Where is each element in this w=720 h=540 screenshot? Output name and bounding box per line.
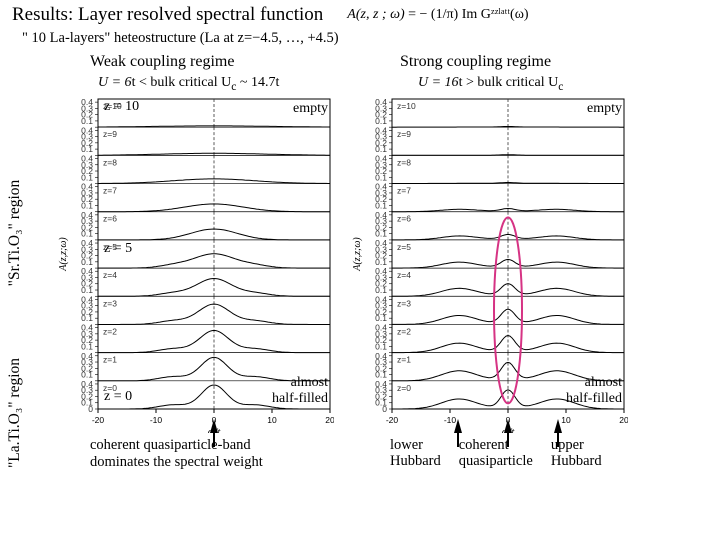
svg-text:0.4: 0.4	[81, 322, 93, 332]
svg-text:0.4: 0.4	[375, 238, 387, 248]
arrow-strong-lower	[454, 419, 462, 433]
svg-text:0.4: 0.4	[375, 153, 387, 163]
svg-text:0.4: 0.4	[81, 153, 93, 163]
svg-text:0.4: 0.4	[375, 210, 387, 220]
region-labels: "Sr.Ti.O₃" region "La.Ti.O₃" region	[0, 93, 54, 433]
arrow-strong-lower-stem	[457, 433, 459, 447]
svg-text:0.4: 0.4	[81, 238, 93, 248]
u-weak-label: U = 6t < bulk critical Uc ~ 14.7t	[98, 75, 388, 93]
arrow-weak-center	[210, 419, 218, 433]
svg-text:0.4: 0.4	[81, 97, 93, 107]
page-title: Results: Layer resolved spectral functio…	[12, 4, 323, 26]
svg-text:0.4: 0.4	[375, 266, 387, 276]
svg-text:0.4: 0.4	[81, 351, 93, 361]
svg-text:z=1: z=1	[103, 354, 117, 364]
arrow-strong-mid-stem	[507, 433, 509, 447]
svg-text:0.4: 0.4	[375, 322, 387, 332]
svg-text:z=10: z=10	[397, 101, 416, 111]
svg-text:10: 10	[267, 415, 277, 425]
regime-weak-label: Weak coupling regime	[90, 53, 380, 71]
svg-text:0.4: 0.4	[81, 266, 93, 276]
svg-text:0.4: 0.4	[375, 351, 387, 361]
svg-text:-20: -20	[92, 415, 105, 425]
svg-text:A(z,z;ω): A(z,z;ω)	[58, 236, 69, 271]
svg-text:z=2: z=2	[397, 326, 411, 336]
svg-text:z=6: z=6	[103, 214, 117, 224]
svg-text:20: 20	[619, 415, 628, 425]
svg-text:0.4: 0.4	[375, 294, 387, 304]
svg-text:10: 10	[561, 415, 571, 425]
svg-text:z=1: z=1	[397, 354, 411, 364]
svg-text:A(z,z;ω): A(z,z;ω)	[352, 236, 363, 271]
svg-text:z=3: z=3	[103, 298, 117, 308]
svg-text:0.4: 0.4	[375, 379, 387, 389]
svg-text:z=9: z=9	[397, 129, 411, 139]
svg-text:0.4: 0.4	[81, 210, 93, 220]
equation: A(z, z ; ω) = − (1/π) Im Gᶻᶻˡᵃᵗᵗ(ω)	[347, 7, 528, 23]
weak-panel: z=10 z=9 z=8 z=7 z=6 z=5 z=4 z=3 z=2 z=1 z=0 -20 -10…	[54, 93, 334, 433]
svg-text:0.4: 0.4	[375, 181, 387, 191]
svg-text:-10: -10	[150, 415, 163, 425]
svg-text:z=6: z=6	[397, 214, 411, 224]
svg-text:0.4: 0.4	[81, 125, 93, 135]
regime-strong-label: Strong coupling regime	[380, 53, 670, 71]
arrow-strong-upper-stem	[557, 433, 559, 447]
subtitle: " 10 La-layers" heteostructure (La at z=…	[0, 30, 720, 47]
svg-text:0.4: 0.4	[81, 294, 93, 304]
svg-text:z=10: z=10	[103, 101, 122, 111]
svg-text:z=5: z=5	[397, 242, 411, 252]
svg-text:z=0: z=0	[397, 383, 411, 393]
svg-text:0.4: 0.4	[81, 181, 93, 191]
svg-text:z=4: z=4	[103, 270, 117, 280]
caption-right: lower Hubbard coherent quasiparticle upp…	[390, 437, 710, 471]
strong-panel: z=10z=9z=8z=7z=6z=5z=4z=3z=2z=1z=0-20-10…	[348, 93, 628, 433]
svg-text:z=5: z=5	[103, 242, 117, 252]
svg-text:z=7: z=7	[103, 185, 117, 195]
svg-text:z=3: z=3	[397, 298, 411, 308]
caption-left: coherent quasiparticle-band dominates th…	[90, 437, 390, 471]
svg-text:0.4: 0.4	[81, 379, 93, 389]
svg-text:z=2: z=2	[103, 326, 117, 336]
arrow-strong-upper	[554, 419, 562, 433]
svg-text:z=8: z=8	[103, 157, 117, 167]
svg-text:-20: -20	[386, 415, 399, 425]
region-la-label: "La.Ti.O₃" region	[6, 358, 24, 468]
svg-text:z=9: z=9	[103, 129, 117, 139]
arrow-strong-mid	[504, 419, 512, 433]
arrow-weak-center-stem	[213, 433, 215, 447]
svg-text:0.4: 0.4	[375, 125, 387, 135]
svg-text:20: 20	[325, 415, 334, 425]
u-strong-label: U = 16t > bulk critical Uc	[388, 75, 678, 93]
svg-text:z=7: z=7	[397, 185, 411, 195]
svg-text:0.4: 0.4	[375, 97, 387, 107]
region-sr-label: "Sr.Ti.O₃" region	[6, 179, 24, 286]
svg-text:z=8: z=8	[397, 157, 411, 167]
svg-text:z=4: z=4	[397, 270, 411, 280]
svg-text:z=0: z=0	[103, 383, 117, 393]
